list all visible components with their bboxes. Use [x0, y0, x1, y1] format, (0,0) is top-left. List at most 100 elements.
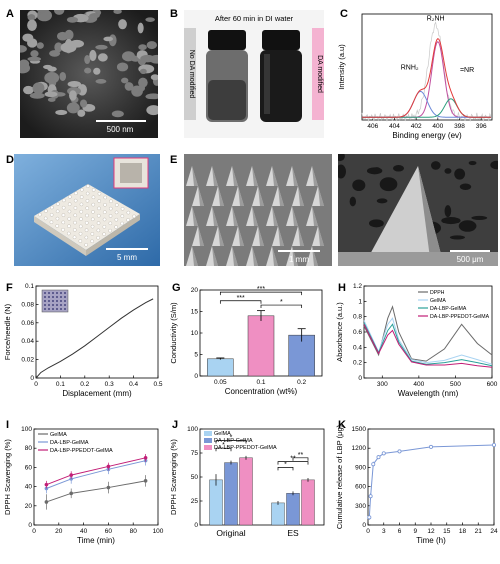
significance-bracket [292, 457, 309, 461]
axes-H: 300 400 500 600 0 0.2 0.4 0.6 0.8 1 1.2 Wavelength … [335, 283, 498, 398]
legend-swatch [204, 438, 212, 443]
series-line-envelope [362, 37, 491, 118]
data-point [376, 455, 381, 460]
x-tick-label: 400 [432, 123, 443, 130]
significance-label: * [284, 461, 287, 468]
legend-label: DPPH [430, 290, 445, 296]
absorbance-chart: 300 400 500 600 0 0.2 0.4 0.6 0.8 1 1.2 Wavelength … [335, 283, 498, 398]
release-chart: 0 3 6 9 12 15 18 21 24 0 300 600 900 1200 1500 Time (h)… [335, 424, 498, 545]
x-tick-label: 600 [487, 381, 498, 388]
data-point [44, 486, 49, 491]
panel-label-c: C [340, 8, 348, 20]
y-tick-label: 0.06 [21, 320, 34, 327]
significance-label: *** [257, 286, 265, 293]
bar [224, 462, 238, 526]
scale-bar-a: 500 nm [107, 125, 134, 134]
data-point [143, 479, 148, 483]
scavenging-line [46, 457, 146, 486]
y-tick-label: 1500 [352, 426, 367, 433]
significance-bracket [215, 447, 232, 452]
x-axis-label: Time (min) [77, 536, 115, 545]
panel-label-j: J [172, 419, 179, 431]
x-tick-label: 402 [411, 123, 422, 130]
significance-bracket [277, 461, 309, 465]
legend-label: DA-LBP-GelMA [50, 440, 89, 446]
y-axis-label: Absorbance (a.u.) [335, 302, 344, 362]
vial-photo-b: After 60 min in DI water No DA modified … [184, 10, 324, 138]
panel-label-d: D [6, 154, 14, 166]
x-tick-label: 396 [476, 123, 487, 130]
y-tick-label: 25 [191, 498, 199, 505]
legend-label: DA-LBP-PPEDOT-GelMA [214, 445, 277, 451]
x-tick-label: 24 [490, 528, 498, 535]
panel-label-e: E [170, 154, 178, 166]
x-tick-label: 404 [389, 123, 400, 130]
significance-label: *** [237, 295, 245, 302]
y-axis-label: Force/needle (N) [3, 303, 12, 360]
legend-label: DA-LBP-GelMA [430, 306, 467, 312]
panel-label-f: F [6, 282, 13, 294]
significance-label: ** [290, 456, 296, 463]
panel-h: H 300 400 500 600 0 0.2 0.4 0.6 0.8 1 1.2 Wavelengt… [332, 276, 500, 411]
y-tick-label: 5 [194, 352, 198, 359]
data-point [371, 462, 376, 467]
x-tick-label: 15 [443, 528, 451, 535]
sem-needle-array: 1 mm [184, 154, 332, 266]
scavenging-line [46, 460, 146, 489]
y-tick-label: 0 [194, 522, 198, 529]
bar [239, 457, 253, 526]
x-tick-label: 40 [80, 528, 88, 535]
bar [301, 479, 315, 526]
y-tick-label: 1200 [352, 445, 367, 452]
data-point [368, 494, 373, 499]
x-tick-label: 12 [427, 528, 435, 535]
panel-i: I 0 20 40 60 80 100 0 20 40 60 80 100 Time (min) DPPH… [0, 417, 166, 559]
group-label: ES [287, 528, 299, 538]
legend-label: GelMA [50, 432, 67, 438]
scavenging-line [46, 480, 146, 503]
x-tick-label: 9 [413, 528, 417, 535]
x-tick-label: 0.5 [153, 381, 162, 388]
panel-label-i: I [6, 419, 10, 431]
patch-photo-d: 5 mm [14, 154, 160, 266]
plot-frame [35, 285, 159, 379]
plot-frame [367, 428, 495, 526]
x-tick-label: 21 [475, 528, 483, 535]
data-point [106, 464, 111, 469]
x-tick-label: 3 [382, 528, 386, 535]
vial-title: After 60 min in DI water [215, 14, 294, 23]
release-line [368, 444, 495, 518]
y-tick-label: 50 [191, 474, 199, 481]
x-tick-label: 0.2 [297, 379, 306, 386]
legend-label: GelMA [430, 298, 446, 304]
legend-label: DA-LBP-PPEDOT-GelMA [50, 448, 113, 454]
data-point [381, 451, 386, 456]
y-tick-label: 0.08 [21, 301, 34, 308]
conductivity-chart: 0 5 10 15 20 Concentration (wt%) Conductivity … [169, 286, 323, 396]
significance-label: * [222, 442, 225, 449]
x-tick-label: 0.2 [80, 381, 89, 388]
y-tick-label: 0 [30, 375, 34, 382]
y-tick-label: 0.04 [21, 338, 34, 345]
y-tick-label: 100 [187, 426, 198, 433]
label-da: DA modified [316, 55, 323, 93]
force-displacement-chart: 0 0.1 0.2 0.3 0.4 0.500.020.040.060.080.1Disp… [3, 283, 163, 398]
significance-label: ** [298, 452, 304, 459]
scavenging-time-chart: 0 20 40 60 80 100 0 20 40 60 80 100 Time (min) DPPH S… [3, 426, 164, 545]
x-tick-label: 500 [450, 381, 461, 388]
y-tick-label: 20 [191, 287, 199, 294]
significance-label: * [280, 299, 283, 306]
y-tick-label: 0.02 [21, 357, 34, 364]
scale-bar-d: 5 mm [117, 253, 137, 262]
significance-bracket [277, 467, 294, 471]
x-tick-label: 300 [377, 381, 388, 388]
axes-C: 406 404 402 400 398 396 Binding energy (ev) Int… [337, 13, 493, 140]
patch-inset-icon [41, 289, 69, 313]
data-point [106, 485, 111, 490]
x-tick-label: 6 [398, 528, 402, 535]
y-tick-label: 300 [355, 503, 366, 510]
y-tick-label: 600 [355, 484, 366, 491]
panel-f: F 0 0.1 0.2 0.3 0.4 0.5 0 0.02 0.04 0.06 0.08 0.1 Di… [0, 276, 166, 411]
axes-I: 0 20 40 60 80 100 0 20 40 60 80 100 Time (min) DPPH S… [3, 426, 164, 545]
